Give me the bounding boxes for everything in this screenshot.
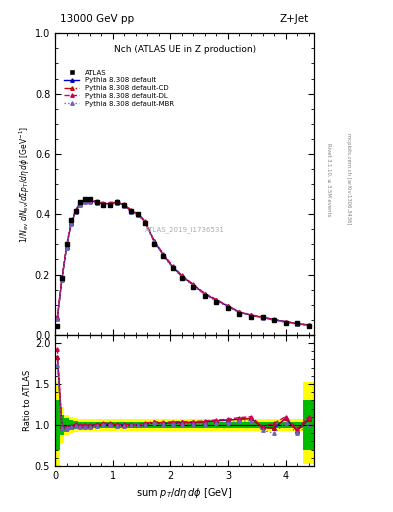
Y-axis label: $1/N_\mathsf{ev}\ dN_\mathsf{ev}/d\Sigma p_T/d\eta\,d\phi\ [\mathsf{GeV}^{-1}]$: $1/N_\mathsf{ev}\ dN_\mathsf{ev}/d\Sigma… — [18, 125, 32, 243]
Text: Z+Jet: Z+Jet — [280, 14, 309, 24]
X-axis label: sum $p_T/d\eta\,d\phi$ [GeV]: sum $p_T/d\eta\,d\phi$ [GeV] — [136, 486, 233, 500]
Text: Nch (ATLAS UE in Z production): Nch (ATLAS UE in Z production) — [114, 46, 256, 54]
Text: 13000 GeV pp: 13000 GeV pp — [60, 14, 134, 24]
Legend: ATLAS, Pythia 8.308 default, Pythia 8.308 default-CD, Pythia 8.308 default-DL, P: ATLAS, Pythia 8.308 default, Pythia 8.30… — [61, 67, 176, 110]
Text: mcplots.cern.ch [arXiv:1306.3436]: mcplots.cern.ch [arXiv:1306.3436] — [346, 134, 351, 225]
Y-axis label: Ratio to ATLAS: Ratio to ATLAS — [23, 370, 32, 431]
Text: Rivet 3.1.10, ≥ 3.5M events: Rivet 3.1.10, ≥ 3.5M events — [326, 142, 331, 216]
Text: ATLAS_2019_I1736531: ATLAS_2019_I1736531 — [145, 226, 225, 232]
